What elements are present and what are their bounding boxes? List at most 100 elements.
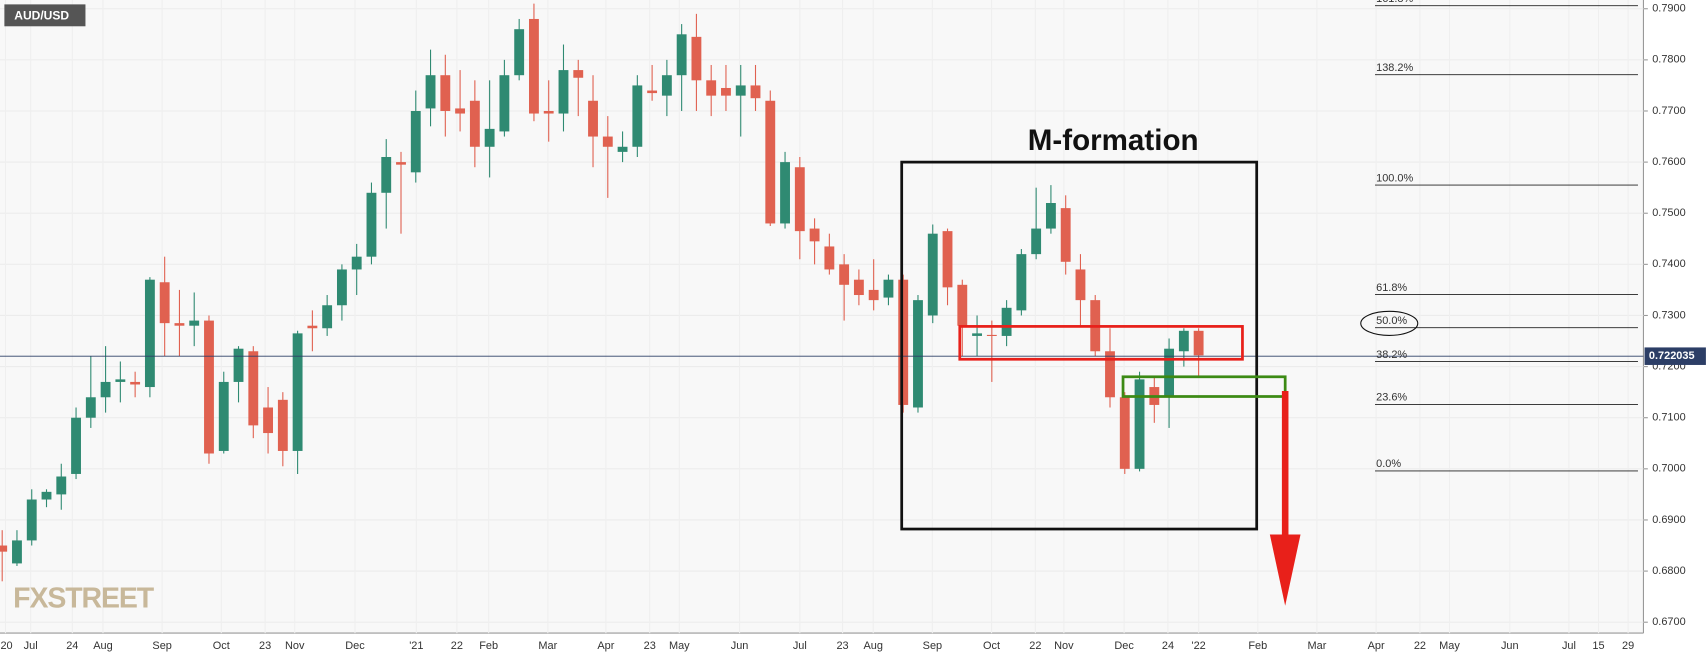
y-tick-label: 0.7400 xyxy=(1652,258,1685,270)
x-tick-label: Apr xyxy=(597,640,614,652)
candle-body xyxy=(233,348,244,382)
candle-body xyxy=(1178,330,1189,352)
candle-body xyxy=(71,417,81,474)
x-tick-label: Dec xyxy=(345,640,365,652)
candle-body xyxy=(588,100,598,137)
overlay: 0.722035 161.8% 138.2% 100.0% 61.8% 50.0% 38.2… xyxy=(0,0,1706,606)
candle-body xyxy=(159,282,170,324)
x-tick-label: Dec xyxy=(1114,640,1134,652)
candle-body xyxy=(514,29,525,76)
x-tick-label: Aug xyxy=(93,640,112,652)
candle-body xyxy=(676,34,687,76)
marks xyxy=(0,3,1204,582)
candle-body xyxy=(1075,269,1086,301)
candle-body xyxy=(868,289,879,301)
candle-body xyxy=(41,491,52,500)
candle-body xyxy=(100,381,111,398)
candle-body xyxy=(927,233,938,316)
x-tick-label: 23 xyxy=(836,640,848,652)
candle-body xyxy=(809,228,820,242)
x-tick-label: Oct xyxy=(213,640,230,652)
x-tick-label: Aug xyxy=(863,640,882,652)
candle-body xyxy=(1031,228,1042,255)
annotation: M-formation xyxy=(1028,124,1199,157)
fib-highlight xyxy=(1360,310,1419,336)
candle-body xyxy=(115,379,126,382)
candle-body xyxy=(307,325,318,329)
y-tick-label: 0.7900 xyxy=(1652,3,1685,15)
m-formation-box xyxy=(900,160,1259,531)
candle-body xyxy=(455,108,466,114)
candle-body xyxy=(351,256,362,270)
fib-label: 61.8% xyxy=(1376,282,1407,294)
x-tick-label: 22 xyxy=(1029,640,1041,652)
candle-body xyxy=(381,156,392,193)
candle-body xyxy=(602,136,613,147)
candle-body xyxy=(499,75,510,132)
candle-body xyxy=(691,36,702,81)
x-tick-label: 22 xyxy=(451,640,463,652)
x-tick-label: 23 xyxy=(644,640,656,652)
x-tick-label: '22 xyxy=(1191,640,1205,652)
x-tick-label: May xyxy=(669,640,690,652)
y-tick-label: 0.6700 xyxy=(1652,616,1685,628)
axis-background xyxy=(1643,0,1707,655)
candle-body xyxy=(0,545,8,552)
title-box xyxy=(4,4,86,27)
candle-body xyxy=(85,397,96,418)
candle-body xyxy=(189,320,200,326)
candle-body xyxy=(425,75,436,109)
resistance-box xyxy=(958,325,1244,361)
x-tick-label: 29 xyxy=(1622,640,1634,652)
x-tick-label: 23 xyxy=(259,640,271,652)
candle-body xyxy=(56,476,67,495)
candle-body xyxy=(735,85,746,96)
candle-body xyxy=(263,407,273,434)
fib-label: 38.2% xyxy=(1376,349,1407,361)
y-tick-label: 0.6900 xyxy=(1652,514,1685,526)
y-tick-label: 0.7100 xyxy=(1652,412,1685,424)
candle-body xyxy=(1164,348,1175,398)
candle-body xyxy=(277,399,288,451)
candle-body xyxy=(750,85,761,99)
candle-body xyxy=(632,85,643,147)
arrow-head xyxy=(1269,534,1301,606)
candle-body xyxy=(248,351,259,426)
y-tick-label: 0.7000 xyxy=(1652,463,1685,475)
fib-label: 138.2% xyxy=(1376,62,1413,74)
candle-body xyxy=(1193,330,1204,356)
support-box xyxy=(1121,375,1287,398)
candle-body xyxy=(942,231,953,288)
y-tick-label: 0.7300 xyxy=(1652,309,1685,321)
candle-body xyxy=(336,269,347,306)
y-tick-label: 0.6800 xyxy=(1652,565,1685,577)
candle-body xyxy=(366,192,377,257)
candle-body xyxy=(706,80,717,96)
plot-background xyxy=(0,0,1643,633)
candle-body xyxy=(883,279,894,298)
x-tick-label: Jul xyxy=(24,640,38,652)
x-tick-label: 15 xyxy=(1592,640,1604,652)
x-tick-label: 22 xyxy=(1414,640,1426,652)
candle-body xyxy=(1001,307,1012,336)
x-tick-label: '21 xyxy=(409,640,423,652)
candle-body xyxy=(647,90,658,94)
fib-label: 23.6% xyxy=(1376,392,1407,404)
candle-body xyxy=(174,323,185,326)
candle-body xyxy=(558,70,569,114)
candle-body xyxy=(853,279,864,296)
candle-body xyxy=(12,540,22,564)
y-tick-label: 0.7200 xyxy=(1652,360,1685,372)
fib-label: 50.0% xyxy=(1376,315,1407,327)
candle-body xyxy=(765,100,776,224)
candle-body xyxy=(780,162,790,224)
y-tick-label: 0.7700 xyxy=(1652,105,1685,117)
candle-body xyxy=(484,128,495,147)
chart-title: AUD/USD xyxy=(14,9,69,23)
candle-body xyxy=(204,320,214,454)
x-tick-label: May xyxy=(1439,640,1460,652)
y-tick-label: 0.7500 xyxy=(1652,207,1685,219)
x-tick-label: Mar xyxy=(538,640,557,652)
x-tick-label: Jun xyxy=(1501,640,1519,652)
